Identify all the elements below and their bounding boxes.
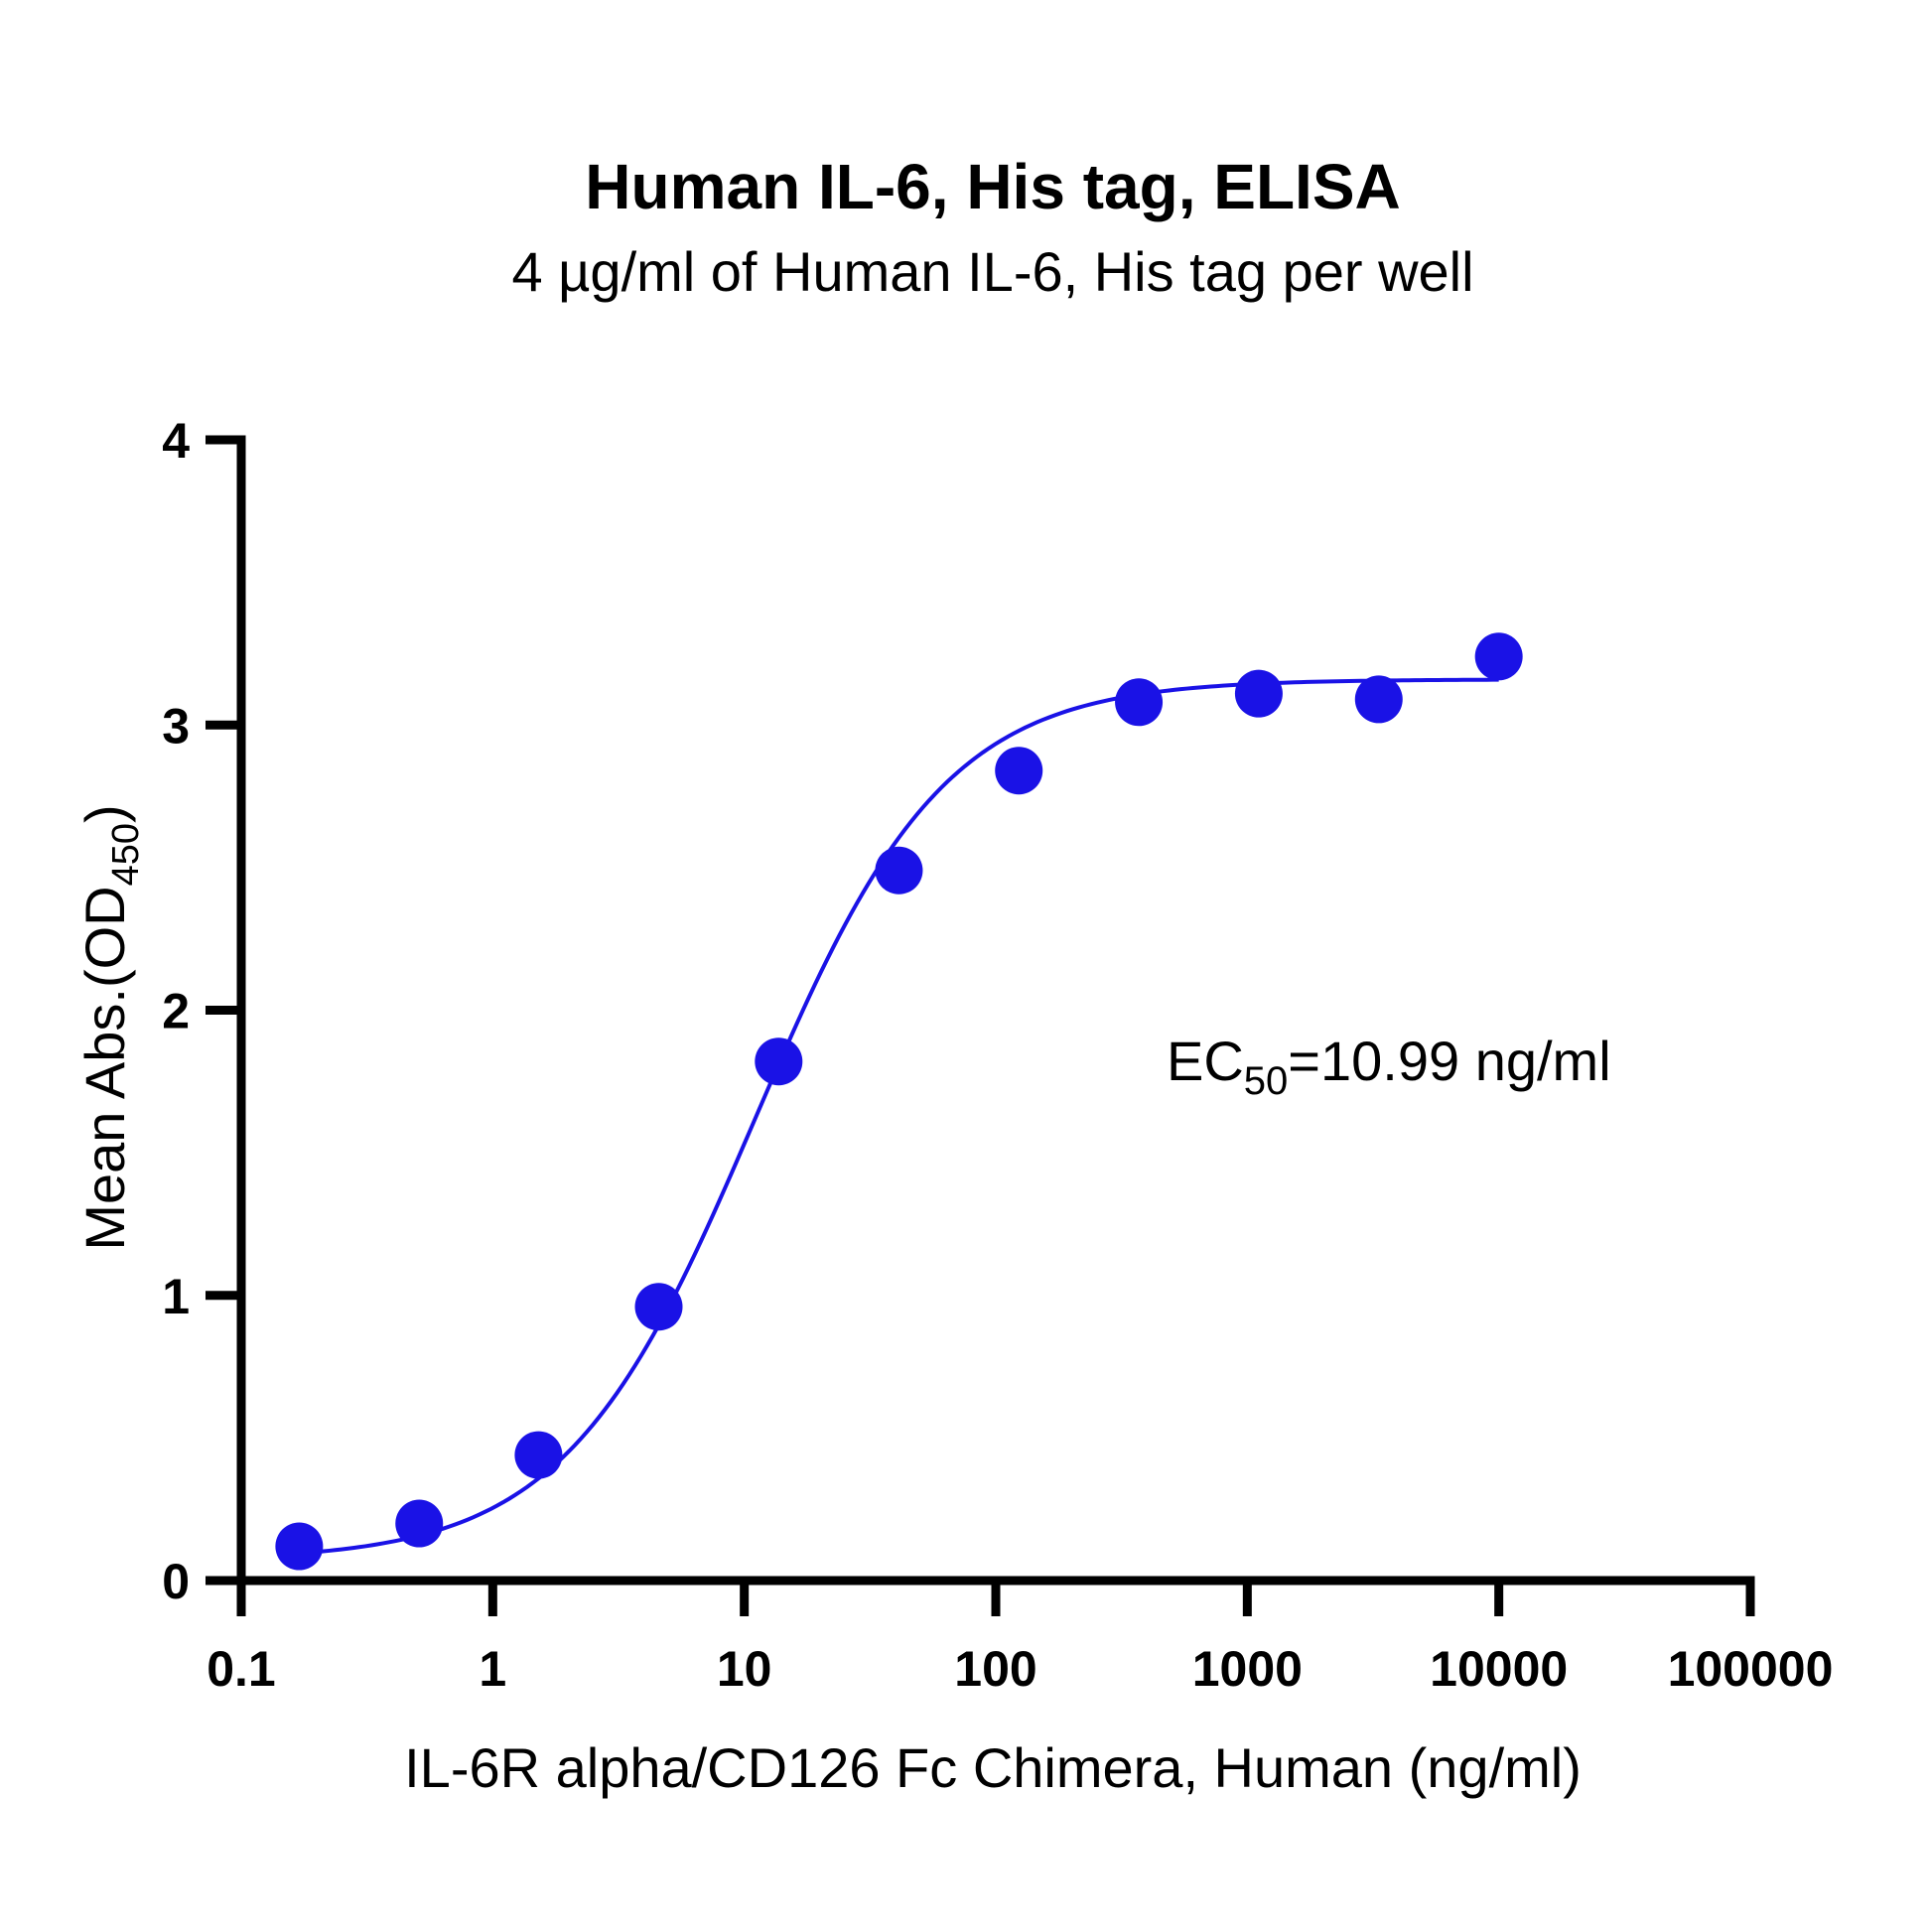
ec50-annotation: EC50=10.99 ng/ml bbox=[1167, 1030, 1611, 1103]
data-point bbox=[875, 846, 923, 895]
y-axis-label-main: Mean Abs.(OD bbox=[73, 886, 136, 1250]
data-points bbox=[275, 632, 1523, 1571]
x-axis-label: IL-6R alpha/CD126 Fc Chimera, Human (ng/… bbox=[404, 1736, 1582, 1799]
data-point bbox=[634, 1283, 683, 1331]
y-tick-label: 3 bbox=[162, 698, 190, 754]
data-point bbox=[1234, 669, 1283, 718]
y-axis-label-close: ) bbox=[73, 804, 136, 823]
y-tick-label: 0 bbox=[162, 1554, 190, 1609]
x-tick-label: 1000 bbox=[1192, 1641, 1303, 1697]
y-tick-label: 4 bbox=[162, 413, 190, 469]
data-point bbox=[514, 1431, 563, 1479]
x-tick-label: 100000 bbox=[1668, 1641, 1834, 1697]
data-point bbox=[995, 747, 1043, 795]
ec50-prefix: EC bbox=[1167, 1030, 1244, 1092]
data-point bbox=[755, 1037, 803, 1086]
y-tick-label: 2 bbox=[162, 984, 190, 1039]
x-axis-ticks: 0.1 1 10 100 1000 10000 100000 bbox=[207, 1581, 1833, 1697]
chart-title: Human IL-6, His tag, ELISA bbox=[585, 151, 1400, 222]
fit-curve bbox=[299, 677, 1499, 1556]
x-tick-label: 10 bbox=[717, 1641, 772, 1697]
y-axis-label-sub: 450 bbox=[105, 823, 147, 886]
data-point bbox=[1115, 678, 1164, 727]
chart-subtitle: 4 µg/ml of Human IL-6, His tag per well bbox=[511, 240, 1473, 303]
y-axis-ticks: 0 1 2 3 4 bbox=[162, 413, 241, 1609]
x-tick-label: 100 bbox=[954, 1641, 1036, 1697]
data-point bbox=[1474, 632, 1523, 681]
data-point bbox=[395, 1499, 444, 1548]
x-tick-label: 0.1 bbox=[207, 1641, 276, 1697]
y-tick-label: 1 bbox=[162, 1269, 190, 1324]
data-point bbox=[275, 1522, 324, 1571]
ec50-suffix: =10.99 ng/ml bbox=[1288, 1030, 1610, 1092]
ec50-sub: 50 bbox=[1244, 1059, 1289, 1103]
y-axis-label: Mean Abs.(OD450) bbox=[73, 804, 147, 1250]
x-tick-label: 1 bbox=[479, 1641, 506, 1697]
x-tick-label: 10000 bbox=[1430, 1641, 1568, 1697]
data-point bbox=[1354, 675, 1403, 724]
